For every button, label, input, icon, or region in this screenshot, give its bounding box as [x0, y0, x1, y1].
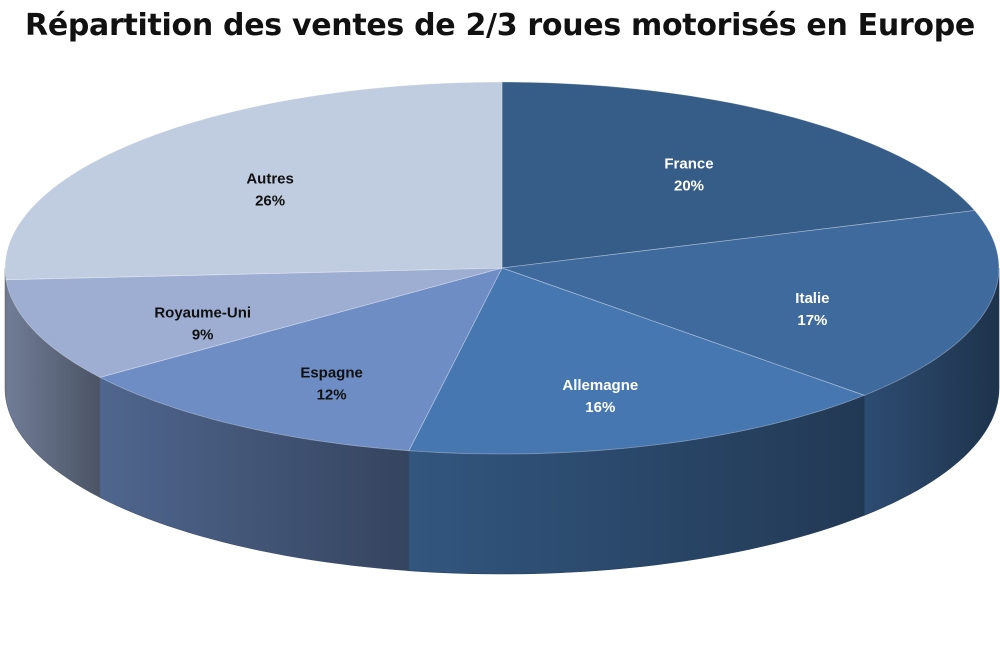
slice-label-royaume-uni: Royaume-Uni — [154, 304, 251, 321]
slice-label-france: France — [664, 156, 713, 173]
pie-side-autres — [4, 267, 7, 400]
pie-slice-allemagne — [408, 267, 866, 455]
slice-label-espagne: Espagne — [300, 365, 363, 382]
slice-value-allemagne: 16% — [585, 399, 615, 416]
pie-slice-france — [501, 81, 976, 269]
slice-label-autres: Autres — [246, 171, 294, 188]
pie-labels: France 20% Italie 17% Allemagne 16% Espagne 12%… — [154, 156, 829, 417]
pie-slice-royaume-uni — [5, 267, 503, 378]
slice-label-allemagne: Allemagne — [562, 377, 638, 394]
slice-value-royaume-uni: 9% — [192, 326, 214, 343]
chart-title: Répartition des ventes de 2/3 roues moto… — [25, 8, 975, 43]
slice-value-autres: 26% — [255, 193, 285, 210]
pie-slice-espagne — [98, 267, 503, 452]
pie-slice-autres — [4, 81, 503, 281]
pie-top-faces — [4, 81, 1000, 455]
slice-value-espagne: 12% — [317, 387, 347, 404]
slice-value-italie: 17% — [797, 312, 827, 329]
slice-value-france: 20% — [674, 178, 704, 195]
pie-slice-italie — [501, 210, 1000, 396]
pie-sides — [4, 267, 1000, 575]
slice-label-italie: Italie — [795, 290, 829, 307]
